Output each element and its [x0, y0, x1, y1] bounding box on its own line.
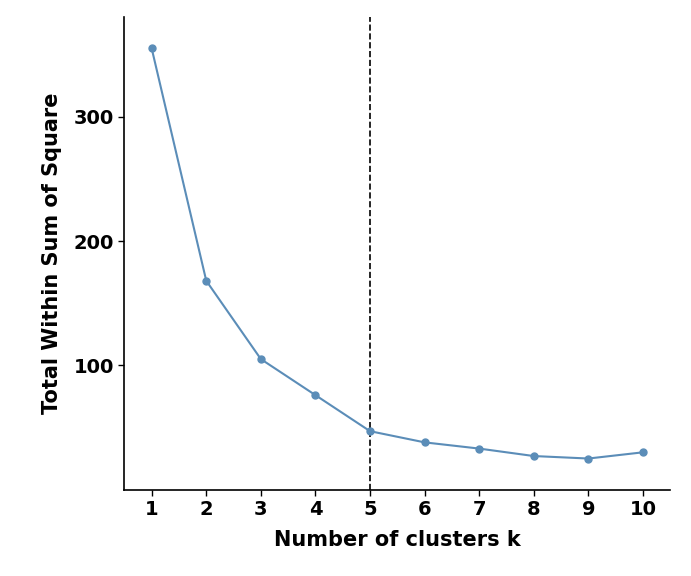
Y-axis label: Total Within Sum of Square: Total Within Sum of Square [42, 93, 62, 414]
X-axis label: Number of clusters k: Number of clusters k [274, 530, 521, 550]
